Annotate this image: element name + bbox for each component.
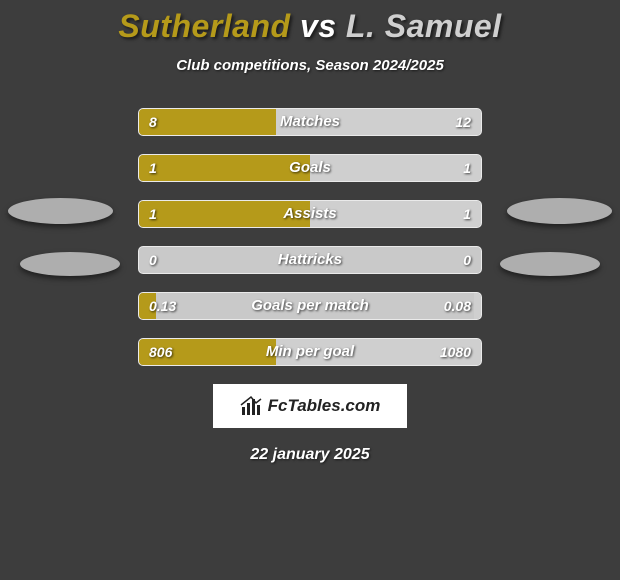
subtitle: Club competitions, Season 2024/2025	[0, 57, 620, 74]
oval-shape	[500, 252, 600, 276]
stat-row: 8061080Min per goal	[138, 338, 482, 366]
stat-label: Min per goal	[139, 339, 481, 365]
stat-row: 00Hattricks	[138, 246, 482, 274]
date-text: 22 january 2025	[0, 446, 620, 464]
stats-list: 812Matches 11Goals 11Assists 00Hattricks 0.1…	[138, 108, 482, 366]
player2-name: L. Samuel	[346, 8, 502, 44]
stat-label: Goals	[139, 155, 481, 181]
stat-label: Hattricks	[139, 247, 481, 273]
stat-row: 0.130.08Goals per match	[138, 292, 482, 320]
stat-row: 812Matches	[138, 108, 482, 136]
stat-label: Assists	[139, 201, 481, 227]
page-title: Sutherland vs L. Samuel	[0, 0, 620, 45]
stat-row: 11Assists	[138, 200, 482, 228]
stat-label: Matches	[139, 109, 481, 135]
vs-text: vs	[300, 8, 337, 44]
chart-icon	[240, 395, 264, 417]
stat-row: 11Goals	[138, 154, 482, 182]
logo-text: FcTables.com	[268, 396, 381, 416]
oval-shape	[8, 198, 113, 224]
oval-shape	[20, 252, 120, 276]
stat-label: Goals per match	[139, 293, 481, 319]
logo-box: FcTables.com	[213, 384, 407, 428]
player1-name: Sutherland	[118, 8, 290, 44]
comparison-infographic: Sutherland vs L. Samuel Club competition…	[0, 0, 620, 580]
oval-shape	[507, 198, 612, 224]
